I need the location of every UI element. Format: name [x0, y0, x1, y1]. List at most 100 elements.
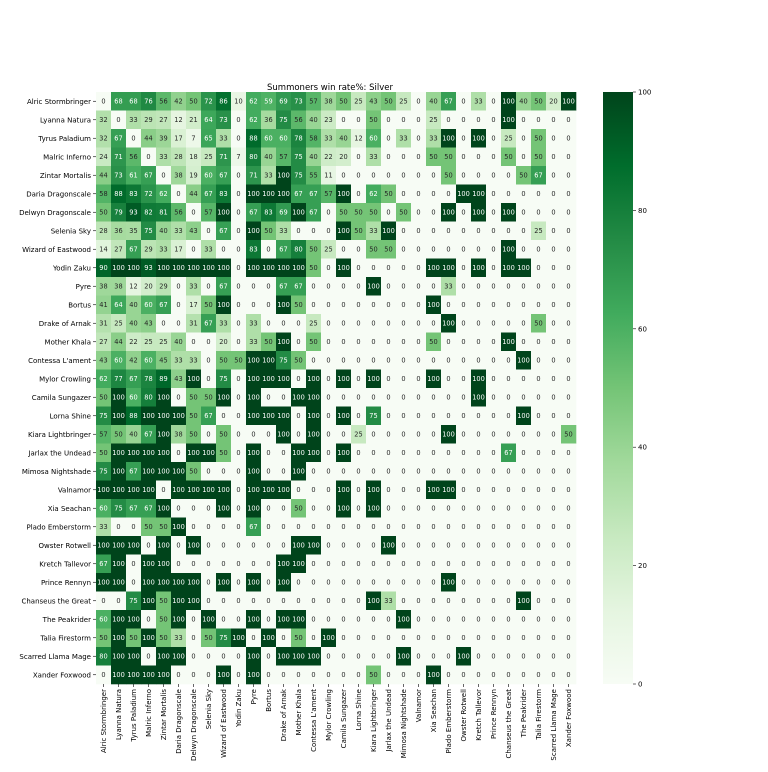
cell-value-label: 0	[416, 172, 420, 180]
cell-value-label: 0	[221, 246, 225, 254]
cell-value-label: 100	[142, 597, 155, 605]
cell-value-label: 0	[371, 616, 375, 624]
heatmap-cell	[546, 554, 562, 574]
heatmap-cell	[561, 277, 577, 296]
heatmap-cell	[501, 351, 517, 370]
heatmap-cell	[261, 628, 277, 648]
heatmap-cell	[231, 665, 247, 685]
cell-value-label: 0	[326, 394, 330, 402]
heatmap-cell	[411, 573, 427, 592]
heatmap-cell	[156, 443, 172, 463]
heatmap-cell	[201, 591, 217, 611]
heatmap-cell	[471, 665, 487, 685]
heatmap-cell	[261, 92, 277, 111]
cell-value-label: 29	[144, 116, 152, 124]
cell-value-label: 0	[311, 671, 315, 679]
cell-value-label: 0	[371, 264, 375, 272]
x-tick-label: Mimosa Nightshade	[400, 689, 408, 758]
heatmap-cell	[396, 314, 412, 333]
cell-value-label: 0	[551, 468, 555, 476]
cell-value-label: 0	[176, 671, 180, 679]
heatmap-cell	[126, 184, 142, 204]
heatmap-cell	[366, 277, 382, 296]
cell-value-label: 0	[266, 653, 270, 661]
heatmap-cell	[486, 147, 502, 167]
heatmap-cell	[171, 591, 187, 611]
cell-value-label: 0	[386, 394, 390, 402]
heatmap-cell	[366, 110, 382, 130]
cell-value-label: 0	[401, 671, 405, 679]
heatmap-cell	[96, 203, 112, 222]
heatmap-cell	[261, 314, 277, 333]
heatmap-cell	[381, 92, 397, 111]
cell-value-label: 100	[172, 264, 185, 272]
heatmap-cell	[501, 443, 517, 463]
heatmap-cell	[96, 425, 112, 444]
colorbar	[603, 92, 633, 684]
cell-value-label: 0	[341, 653, 345, 661]
cell-value-label: 0	[206, 468, 210, 476]
cell-value-label: 43	[174, 375, 182, 383]
cell-value-label: 0	[461, 505, 465, 513]
cell-value-label: 100	[277, 172, 290, 180]
heatmap-cell	[276, 369, 292, 389]
cell-value-label: 100	[517, 357, 530, 365]
cell-value-label: 0	[536, 486, 540, 494]
cell-value-label: 0	[416, 283, 420, 291]
heatmap-cell	[531, 480, 547, 500]
heatmap-cell	[321, 203, 337, 222]
heatmap-cell	[201, 332, 217, 352]
cell-value-label: 25	[354, 431, 362, 439]
cell-value-label: 0	[401, 153, 405, 161]
cell-value-label: 0	[521, 135, 525, 143]
heatmap-cell	[246, 573, 262, 592]
cell-value-label: 0	[236, 505, 240, 513]
cell-value-label: 0	[401, 264, 405, 272]
cell-value-label: 0	[416, 301, 420, 309]
heatmap-cell	[471, 462, 487, 481]
heatmap-cell	[516, 221, 532, 241]
heatmap-cell	[276, 573, 292, 592]
heatmap-cell	[141, 443, 157, 463]
cell-value-label: 25	[144, 338, 152, 346]
cell-value-label: 0	[416, 246, 420, 254]
heatmap-cell	[186, 129, 202, 148]
cell-value-label: 0	[326, 486, 330, 494]
cell-value-label: 71	[219, 153, 227, 161]
heatmap-cell	[126, 166, 142, 185]
cell-value-label: 100	[142, 412, 155, 420]
cell-value-label: 62	[369, 190, 377, 198]
heatmap-cell	[381, 203, 397, 222]
heatmap-cell	[216, 591, 232, 611]
cell-value-label: 0	[431, 190, 435, 198]
cell-value-label: 50	[204, 394, 212, 402]
heatmap-cell	[186, 147, 202, 167]
x-tick-label: Xander Foxwood	[565, 689, 573, 747]
heatmap-cell	[546, 277, 562, 296]
cell-value-label: 67	[129, 246, 137, 254]
heatmap-cell	[321, 517, 337, 537]
heatmap-cell	[156, 425, 172, 444]
x-tick-label: Mylor Crowling	[325, 689, 333, 741]
x-tick-label: Mother Khala	[295, 689, 303, 735]
heatmap-cell	[351, 166, 367, 185]
cell-value-label: 0	[356, 468, 360, 476]
cell-value-label: 0	[401, 431, 405, 439]
heatmap-cell	[411, 147, 427, 167]
cell-value-label: 81	[159, 209, 167, 217]
heatmap-cell	[441, 314, 457, 333]
cell-value-label: 0	[296, 320, 300, 328]
heatmap-cell	[261, 147, 277, 167]
cell-value-label: 0	[476, 616, 480, 624]
heatmap-cell	[381, 351, 397, 370]
heatmap-cell	[501, 184, 517, 204]
heatmap-cell	[231, 517, 247, 537]
heatmap-cell	[366, 610, 382, 629]
heatmap-cell	[246, 240, 262, 259]
heatmap-cell	[126, 406, 142, 426]
y-tick-label: Alric Stormbringer	[27, 98, 91, 106]
heatmap-cell	[456, 554, 472, 574]
heatmap-cell	[471, 536, 487, 555]
cell-value-label: 75	[99, 412, 107, 420]
